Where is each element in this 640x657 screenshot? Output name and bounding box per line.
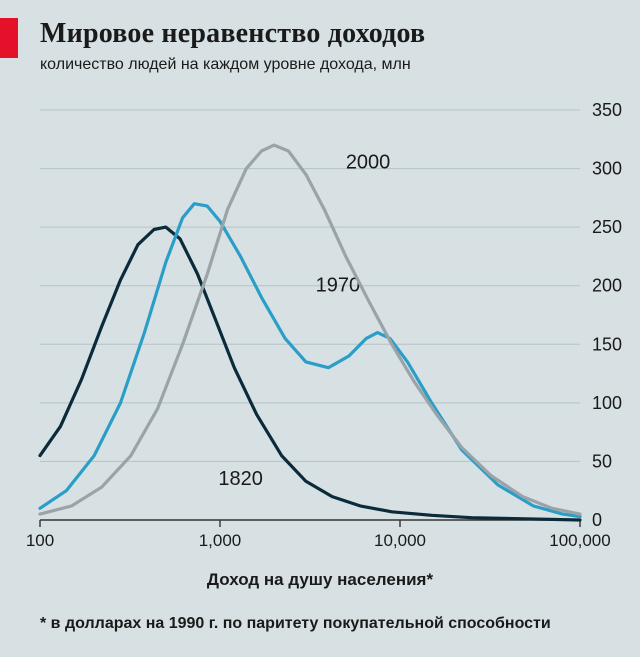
footnote: * в долларах на 1990 г. по паритету поку… [40, 615, 551, 633]
x-tick-label: 1,000 [199, 531, 242, 550]
y-tick-label: 0 [592, 510, 602, 530]
y-tick-label: 250 [592, 217, 622, 237]
y-tick-label: 300 [592, 159, 622, 179]
y-tick-label: 150 [592, 334, 622, 354]
chart-title: Мировое неравенство доходов [40, 18, 425, 50]
y-tick-label: 350 [592, 100, 622, 120]
y-tick-label: 200 [592, 276, 622, 296]
series-1820 [40, 227, 580, 520]
x-tick-label: 10,000 [374, 531, 426, 550]
chart-subtitle: количество людей на каждом уровне дохода… [40, 56, 411, 74]
series-label-2000: 2000 [346, 152, 391, 174]
y-tick-label: 100 [592, 393, 622, 413]
chart-area: 0 50 100 150 200 250 300 350 100 1,000 10,000 100,0… [0, 90, 640, 550]
x-tick-label: 100 [26, 531, 54, 550]
y-tick-label: 50 [592, 451, 612, 471]
series-label-1970: 1970 [316, 275, 361, 297]
series-1970 [40, 204, 580, 517]
accent-bar [0, 18, 18, 58]
x-tick-label: 100,000 [549, 531, 610, 550]
series-2000 [40, 145, 580, 514]
chart-svg: 0 50 100 150 200 250 300 350 100 1,000 10,000 100,0… [0, 90, 640, 550]
series-label-1820: 1820 [218, 468, 263, 490]
x-axis-label: Доход на душу населения* [0, 570, 640, 590]
